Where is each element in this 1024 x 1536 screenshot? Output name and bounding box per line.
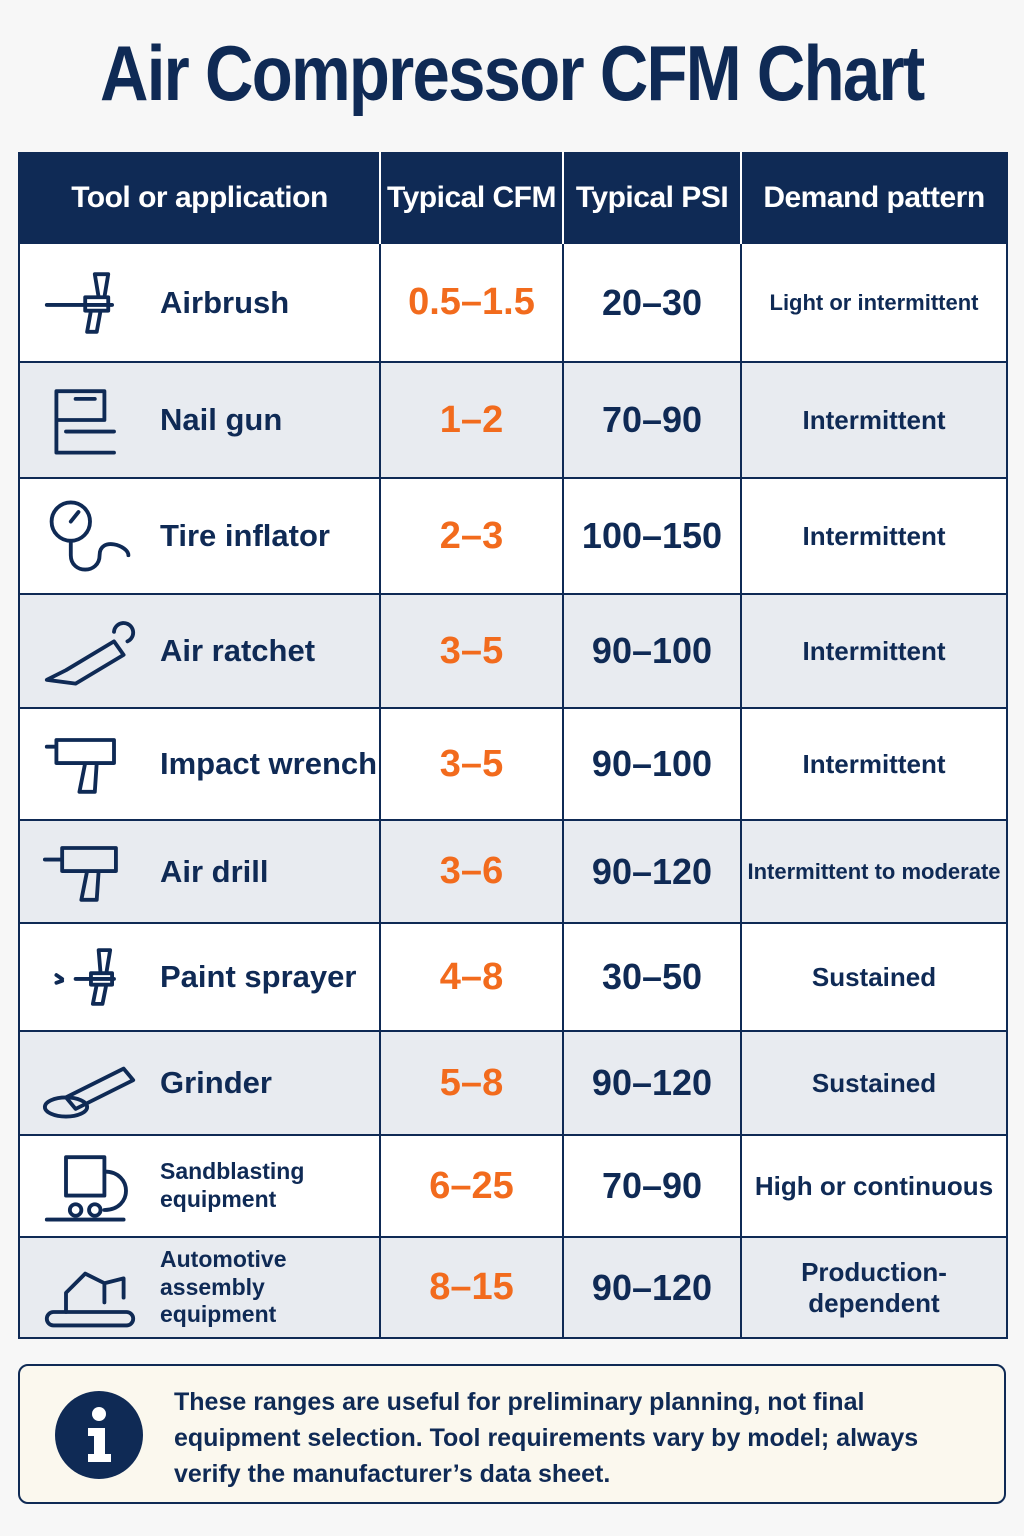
table-row: Sandblasting equipment 6–25 70–90 High or c… [18, 1134, 1008, 1238]
table-row: Impact wrench 3–5 90–100 Intermittent [18, 707, 1008, 821]
demand-cell: Intermittent [740, 707, 1008, 821]
title-box: Air Compressor CFM Chart [0, 28, 1024, 119]
tool-cell: Tire inflator [18, 477, 381, 595]
psi-cell: 90–120 [562, 1236, 742, 1339]
table-body: Airbrush 0.5–1.5 20–30 Light or intermitten… [18, 242, 1008, 1339]
title: Air Compressor CFM Chart [100, 29, 925, 117]
tool-icon [42, 845, 118, 902]
cfm-cell: 5–8 [379, 1030, 564, 1136]
demand-cell: Intermittent to moderate [740, 819, 1008, 924]
tool-name: Airbrush [160, 284, 290, 320]
tool-wrap: Paint sprayer [20, 929, 379, 1025]
tool-cell: Air drill [18, 819, 381, 924]
psi-cell: 30–50 [562, 922, 742, 1032]
header-row: Tool or application Typical CFM Typical PS… [19, 153, 1007, 243]
tool-name: Sandblasting equipment [160, 1158, 305, 1212]
demand-cell: High or continuous [740, 1134, 1008, 1238]
info-icon [55, 1391, 143, 1479]
tool-icon [44, 1271, 136, 1327]
demand-cell: Intermittent [740, 477, 1008, 595]
tool-wrap: Air drill [20, 824, 379, 920]
tool-wrap: Airbrush [20, 255, 379, 351]
cfm-cell: 6–25 [379, 1134, 564, 1238]
table-row: Nail gun 1–2 70–90 Intermittent [18, 361, 1008, 479]
tool-wrap: Nail gun [20, 372, 379, 468]
tool-icon [44, 738, 116, 794]
tool-name: Paint sprayer [160, 959, 357, 995]
tool-icon [54, 948, 116, 1006]
tool-icon [44, 1155, 128, 1222]
tool-name: Air drill [160, 853, 269, 889]
psi-cell: 90–120 [562, 819, 742, 924]
header-cell: Tool or application [19, 153, 381, 243]
tool-icon [49, 500, 131, 572]
note-text: These ranges are useful for preliminary … [174, 1388, 919, 1488]
cfm-cell: 8–15 [379, 1236, 564, 1339]
cfm-cell: 3–5 [379, 707, 564, 821]
cfm-cell: 2–3 [379, 477, 564, 595]
tool-name: Impact wrench [160, 746, 378, 782]
tool-cell: Grinder [18, 1030, 381, 1136]
tool-icon [42, 1066, 136, 1119]
table-row: Air ratchet 3–5 90–100 Intermittent [18, 593, 1008, 709]
note-box: These ranges are useful for preliminary … [18, 1364, 1006, 1504]
tool-wrap: Grinder [20, 1035, 379, 1131]
table-row: Automotive assembly equipment 8–15 90–120 P… [18, 1236, 1008, 1339]
tool-name: Tire inflator [160, 518, 330, 554]
header-cell: Typical CFM [380, 153, 564, 243]
demand-cell: Sustained [740, 922, 1008, 1032]
table-row: Airbrush 0.5–1.5 20–30 Light or intermitten… [18, 242, 1008, 363]
tool-icon [44, 621, 136, 686]
tool-icon [44, 271, 114, 334]
cfm-cell: 4–8 [379, 922, 564, 1032]
tool-name: Air ratchet [160, 633, 316, 669]
table-row: Grinder 5–8 90–120 Sustained [18, 1030, 1008, 1136]
tool-wrap: Air ratchet [20, 603, 379, 699]
demand-cell: Production-dependent [740, 1236, 1008, 1339]
psi-cell: 100–150 [562, 477, 742, 595]
tool-wrap: Impact wrench [20, 716, 379, 812]
demand-cell: Light or intermittent [740, 242, 1008, 363]
cfm-cell: 3–5 [379, 593, 564, 709]
tool-cell: Automotive assembly equipment [18, 1236, 381, 1339]
tool-icon [54, 389, 116, 455]
psi-cell: 20–30 [562, 242, 742, 363]
tool-cell: Air ratchet [18, 593, 381, 709]
psi-cell: 90–120 [562, 1030, 742, 1136]
tool-name: Automotive assembly equipment [160, 1246, 287, 1328]
tool-cell: Sandblasting equipment [18, 1134, 381, 1238]
tool-wrap: Automotive assembly equipment [20, 1240, 379, 1336]
header-cell: Typical PSI [563, 153, 742, 243]
tool-name: Nail gun [160, 402, 283, 438]
cfm-cell: 3–6 [379, 819, 564, 924]
tool-cell: Paint sprayer [18, 922, 381, 1032]
tool-cell: Impact wrench [18, 707, 381, 821]
tool-wrap: Tire inflator [20, 488, 379, 584]
tool-cell: Airbrush [18, 242, 381, 363]
psi-cell: 70–90 [562, 1134, 742, 1238]
cfm-table: Tool or application Typical CFM Typical PS… [18, 152, 1008, 1339]
demand-cell: Intermittent [740, 361, 1008, 479]
psi-cell: 90–100 [562, 707, 742, 821]
demand-cell: Intermittent [740, 593, 1008, 709]
table-row: Paint sprayer 4–8 30–50 Sustained [18, 922, 1008, 1032]
tool-name: Grinder [160, 1065, 272, 1101]
cfm-cell: 0.5–1.5 [379, 242, 564, 363]
psi-cell: 70–90 [562, 361, 742, 479]
header-cell: Demand pattern [741, 153, 1007, 243]
demand-cell: Sustained [740, 1030, 1008, 1136]
cfm-cell: 1–2 [379, 361, 564, 479]
psi-cell: 90–100 [562, 593, 742, 709]
tool-cell: Nail gun [18, 361, 381, 479]
table-row: Tire inflator 2–3 100–150 Intermittent [18, 477, 1008, 595]
table-row: Air drill 3–6 90–120 Intermittent to modera… [18, 819, 1008, 924]
tool-wrap: Sandblasting equipment [20, 1138, 379, 1234]
